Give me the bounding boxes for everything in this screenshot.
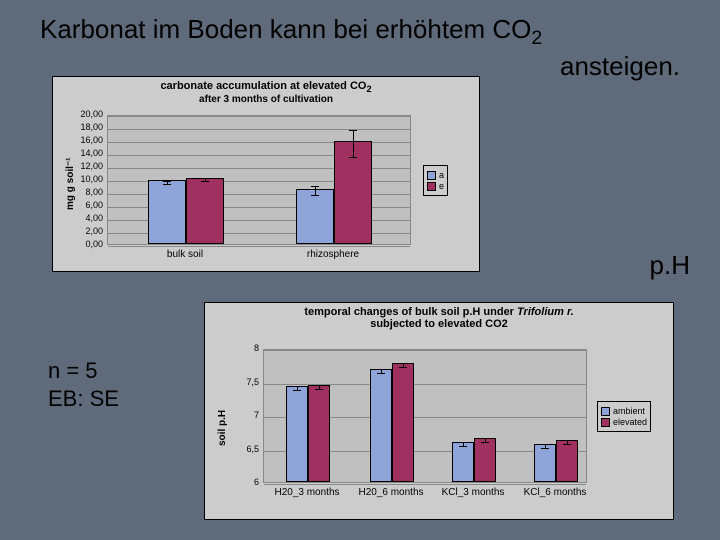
label-ph: p.H: [650, 250, 690, 281]
y-tick-label: 6,5: [229, 444, 259, 454]
chart-soil-ph: temporal changes of bulk soil p.H under …: [204, 302, 674, 520]
x-category-label: KCl_3 months: [428, 487, 518, 498]
x-category-label: rhizosphere: [288, 249, 378, 260]
legend-label: elevated: [613, 417, 647, 427]
bar: [370, 369, 392, 482]
errorbar-cap: [481, 438, 489, 439]
gridline: [264, 350, 586, 351]
legend-item: elevated: [601, 417, 647, 427]
errorbar-cap: [399, 367, 407, 368]
errorbar-cap: [541, 444, 549, 445]
errorbar-cap: [459, 446, 467, 447]
title-line1: Karbonat im Boden kann bei erhöhtem CO: [40, 14, 531, 44]
x-category-label: bulk soil: [140, 249, 230, 260]
y-tick-label: 7,5: [229, 377, 259, 387]
bar: [452, 442, 474, 482]
errorbar-cap: [481, 442, 489, 443]
bar: [308, 385, 330, 482]
errorbar-cap: [459, 442, 467, 443]
errorbar-cap: [377, 373, 385, 374]
errorbar-cap: [563, 444, 571, 445]
y-tick-label: 8: [229, 343, 259, 353]
chart1-legend: ae: [423, 165, 448, 196]
errorbar-cap: [377, 369, 385, 370]
y-tick-label: 20,00: [73, 109, 103, 119]
bar: [186, 178, 224, 244]
bar: [556, 440, 578, 482]
chart-carbonate-accumulation: carbonate accumulation at elevated CO2 a…: [52, 76, 480, 272]
x-category-label: H20_6 months: [346, 487, 436, 498]
errorbar-cap: [163, 181, 171, 182]
bar: [392, 363, 414, 482]
y-tick-label: 6: [229, 477, 259, 487]
y-tick-label: 8,00: [73, 187, 103, 197]
legend-swatch: [601, 418, 610, 427]
errorbar-cap: [293, 386, 301, 387]
errorbar-cap: [311, 186, 319, 187]
legend-label: ambient: [613, 406, 645, 416]
errorbar-cap: [201, 181, 209, 182]
chart2-y-axis-label: soil p.H: [217, 410, 228, 446]
chart1-plot-area: [107, 115, 411, 245]
legend-item: e: [427, 181, 444, 191]
bar: [474, 438, 496, 482]
bar: [286, 386, 308, 482]
x-category-label: KCl_6 months: [510, 487, 600, 498]
errorbar-cap: [541, 448, 549, 449]
gridline: [108, 246, 410, 247]
errorbar-cap: [201, 178, 209, 179]
errorbar-cap: [315, 389, 323, 390]
slide-root: Karbonat im Boden kann bei erhöhtem CO2 …: [0, 0, 720, 540]
x-category-label: H20_3 months: [262, 487, 352, 498]
title-sub: 2: [531, 27, 542, 49]
errorbar-cap: [293, 390, 301, 391]
gridline: [264, 484, 586, 485]
y-tick-label: 12,00: [73, 161, 103, 171]
y-tick-label: 10,00: [73, 174, 103, 184]
chart2-plot-area: [263, 349, 587, 483]
chart1-subtitle: after 3 months of cultivation: [53, 94, 479, 105]
label-eb: EB: SE: [48, 386, 119, 412]
errorbar: [353, 130, 354, 157]
y-tick-label: 7: [229, 410, 259, 420]
chart2-legend: ambientelevated: [597, 401, 651, 432]
y-tick-label: 6,00: [73, 200, 103, 210]
bar: [296, 189, 334, 244]
slide-title: Karbonat im Boden kann bei erhöhtem CO2 …: [40, 14, 680, 83]
legend-swatch: [601, 407, 610, 416]
y-tick-label: 14,00: [73, 148, 103, 158]
y-tick-label: 18,00: [73, 122, 103, 132]
bar: [534, 444, 556, 482]
legend-label: a: [439, 170, 444, 180]
legend-item: ambient: [601, 406, 647, 416]
bar: [148, 180, 186, 244]
gridline: [108, 129, 410, 130]
legend-swatch: [427, 182, 436, 191]
y-tick-label: 4,00: [73, 213, 103, 223]
y-tick-label: 16,00: [73, 135, 103, 145]
errorbar-cap: [563, 440, 571, 441]
errorbar-cap: [399, 363, 407, 364]
gridline: [108, 116, 410, 117]
chart2-title: temporal changes of bulk soil p.H under …: [205, 306, 673, 330]
label-n: n = 5: [48, 358, 98, 384]
chart1-title: carbonate accumulation at elevated CO2: [53, 80, 479, 94]
errorbar-cap: [163, 184, 171, 185]
y-tick-label: 2,00: [73, 226, 103, 236]
y-tick-label: 0,00: [73, 239, 103, 249]
legend-swatch: [427, 171, 436, 180]
errorbar-cap: [311, 195, 319, 196]
errorbar-cap: [349, 130, 357, 131]
legend-label: e: [439, 181, 444, 191]
errorbar: [315, 186, 316, 195]
errorbar-cap: [315, 385, 323, 386]
legend-item: a: [427, 170, 444, 180]
errorbar-cap: [349, 157, 357, 158]
